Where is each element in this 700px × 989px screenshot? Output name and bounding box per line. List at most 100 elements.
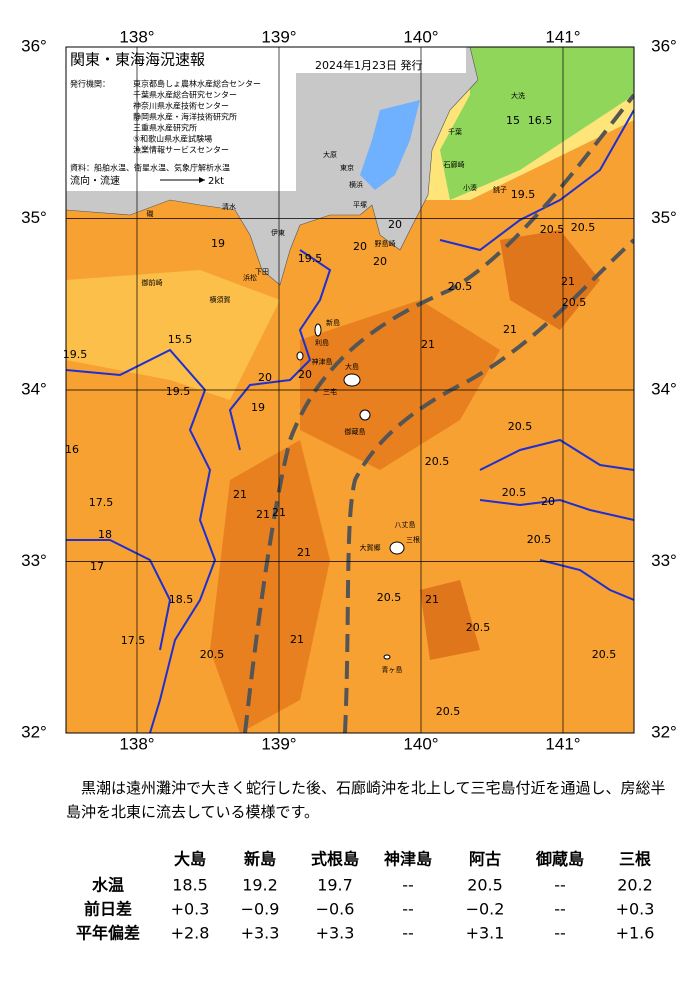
isotherm-label: 16 — [65, 443, 79, 456]
isotherm-label: 20.5 — [377, 591, 402, 604]
cell: 19.2 — [242, 876, 278, 895]
lat-label: 34° — [21, 379, 47, 398]
isotherm-label: 19 — [251, 401, 265, 414]
isotherm-label: 19.5 — [166, 385, 191, 398]
agency: 東京都島しょ農林水産総合センター — [133, 79, 261, 89]
sources: 資料：船舶水温、衛星水温、気象庁解析水温 — [70, 163, 230, 173]
cell: −0.9 — [241, 900, 280, 919]
tokyo-bay — [360, 100, 420, 190]
isotherm-label: 21 — [561, 275, 575, 288]
cell: +2.8 — [171, 924, 210, 943]
agencies-label: 発行機関： — [70, 79, 110, 89]
isotherm-label: 20.5 — [540, 223, 565, 236]
isotherm-label: 20.5 — [425, 455, 450, 468]
cell: 19.7 — [317, 876, 353, 895]
cell: 20.5 — [467, 876, 503, 895]
place-name: 銚子 — [493, 185, 507, 194]
place-name: 大洗 — [511, 91, 525, 100]
isotherm-label: 20.5 — [527, 533, 552, 546]
header-box — [66, 47, 466, 73]
column-header: 新島 — [244, 850, 276, 869]
isotherm-label: 18.5 — [169, 593, 194, 606]
isotherm-label: 20.5 — [466, 621, 491, 634]
cell: -- — [402, 900, 414, 919]
lon-label: 139° — [261, 27, 296, 46]
isotherm-label: 20.5 — [502, 486, 527, 499]
isotherm-label: 17.5 — [89, 496, 114, 509]
isotherm-label: 16.5 — [528, 114, 553, 127]
place-name: 新島 — [326, 318, 340, 327]
column-header: 御蔵島 — [535, 850, 584, 869]
isotherm-label: 21 — [233, 488, 247, 501]
cell: -- — [554, 876, 566, 895]
isotherm-label: 21 — [503, 323, 517, 336]
flow-label: 流向・流速 — [70, 174, 120, 187]
isotherm-label: 20.5 — [200, 648, 225, 661]
isotherm-label: 20.5 — [448, 280, 473, 293]
mild-water — [66, 270, 280, 400]
cell: +3.3 — [316, 924, 355, 943]
kuroshio-axis — [243, 93, 634, 733]
isotherm-label: 20 — [353, 240, 367, 253]
isotherm-label: 20 — [541, 495, 555, 508]
lat-label: 35° — [21, 208, 47, 227]
isotherm-label: 21 — [256, 508, 270, 521]
place-name: 小湊 — [463, 183, 477, 192]
place-name: 千葉 — [448, 127, 462, 136]
lat-label: 36° — [651, 36, 677, 55]
coastal-cold-water — [440, 47, 634, 200]
lon-label: 140° — [403, 27, 438, 46]
cell: +3.3 — [241, 924, 280, 943]
lat-label: 33° — [21, 551, 47, 570]
isotherm-label: 21 — [421, 338, 435, 351]
place-name: 磯 — [147, 209, 154, 218]
summary: 黒潮は遠州灘沖で大きく蛇行した後、石廊崎沖を北上して三宅島付近を通過し、房総半島… — [66, 779, 666, 821]
isotherm-label: 20.5 — [592, 648, 617, 661]
lat-label: 34° — [651, 379, 677, 398]
cell: 20.2 — [617, 876, 653, 895]
column-header: 式根島 — [311, 850, 359, 869]
flow-scale: 2kt — [208, 176, 224, 187]
place-name: 東京 — [340, 163, 354, 172]
place-name: 清水 — [222, 202, 236, 211]
lon-label: 141° — [545, 27, 580, 46]
agency: 三重県水産研究所 — [133, 123, 197, 133]
isotherm-label: 20 — [258, 371, 272, 384]
isotherm-label: 21 — [425, 593, 439, 606]
lon-label: 138° — [119, 734, 154, 753]
cell: -- — [554, 924, 566, 943]
isotherm-label: 21 — [272, 506, 286, 519]
date: 2024年1月23日 発行 — [315, 58, 423, 72]
isotherm-label: 20.5 — [436, 705, 461, 718]
isotherm-label: 20 — [373, 255, 387, 268]
cell: 18.5 — [172, 876, 208, 895]
isotherm-label: 21 — [297, 546, 311, 559]
cell: +0.3 — [616, 900, 655, 919]
cell: -- — [402, 924, 414, 943]
title: 関東・東海海況速報 — [70, 51, 205, 69]
agency: 神奈川県水産技術センター — [133, 101, 229, 111]
isotherm-label: 17 — [90, 560, 104, 573]
cell: +1.6 — [616, 924, 655, 943]
warm-water — [300, 300, 500, 470]
place-name: 三宅 — [323, 387, 337, 396]
lat-label: 32° — [21, 722, 47, 741]
column-header: 阿古 — [469, 850, 501, 869]
place-name: 伊東 — [271, 228, 285, 237]
place-name: 青ヶ島 — [382, 665, 403, 674]
column-header: 神津島 — [384, 850, 432, 869]
cell: -- — [402, 876, 414, 895]
isotherm-label: 21 — [290, 633, 304, 646]
row-label: 平年偏差 — [76, 924, 140, 943]
agency: 千葉県水産総合研究センター — [133, 90, 237, 100]
agency: 漁業情報サービスセンター — [133, 145, 229, 155]
isotherm-label: 18 — [98, 528, 112, 541]
cell: +0.3 — [171, 900, 210, 919]
lon-label: 138° — [119, 27, 154, 46]
warm-water — [210, 440, 330, 733]
place-name: 下田 — [255, 268, 269, 276]
islands — [296, 323, 405, 660]
place-name: 大賀郷 — [360, 543, 381, 552]
